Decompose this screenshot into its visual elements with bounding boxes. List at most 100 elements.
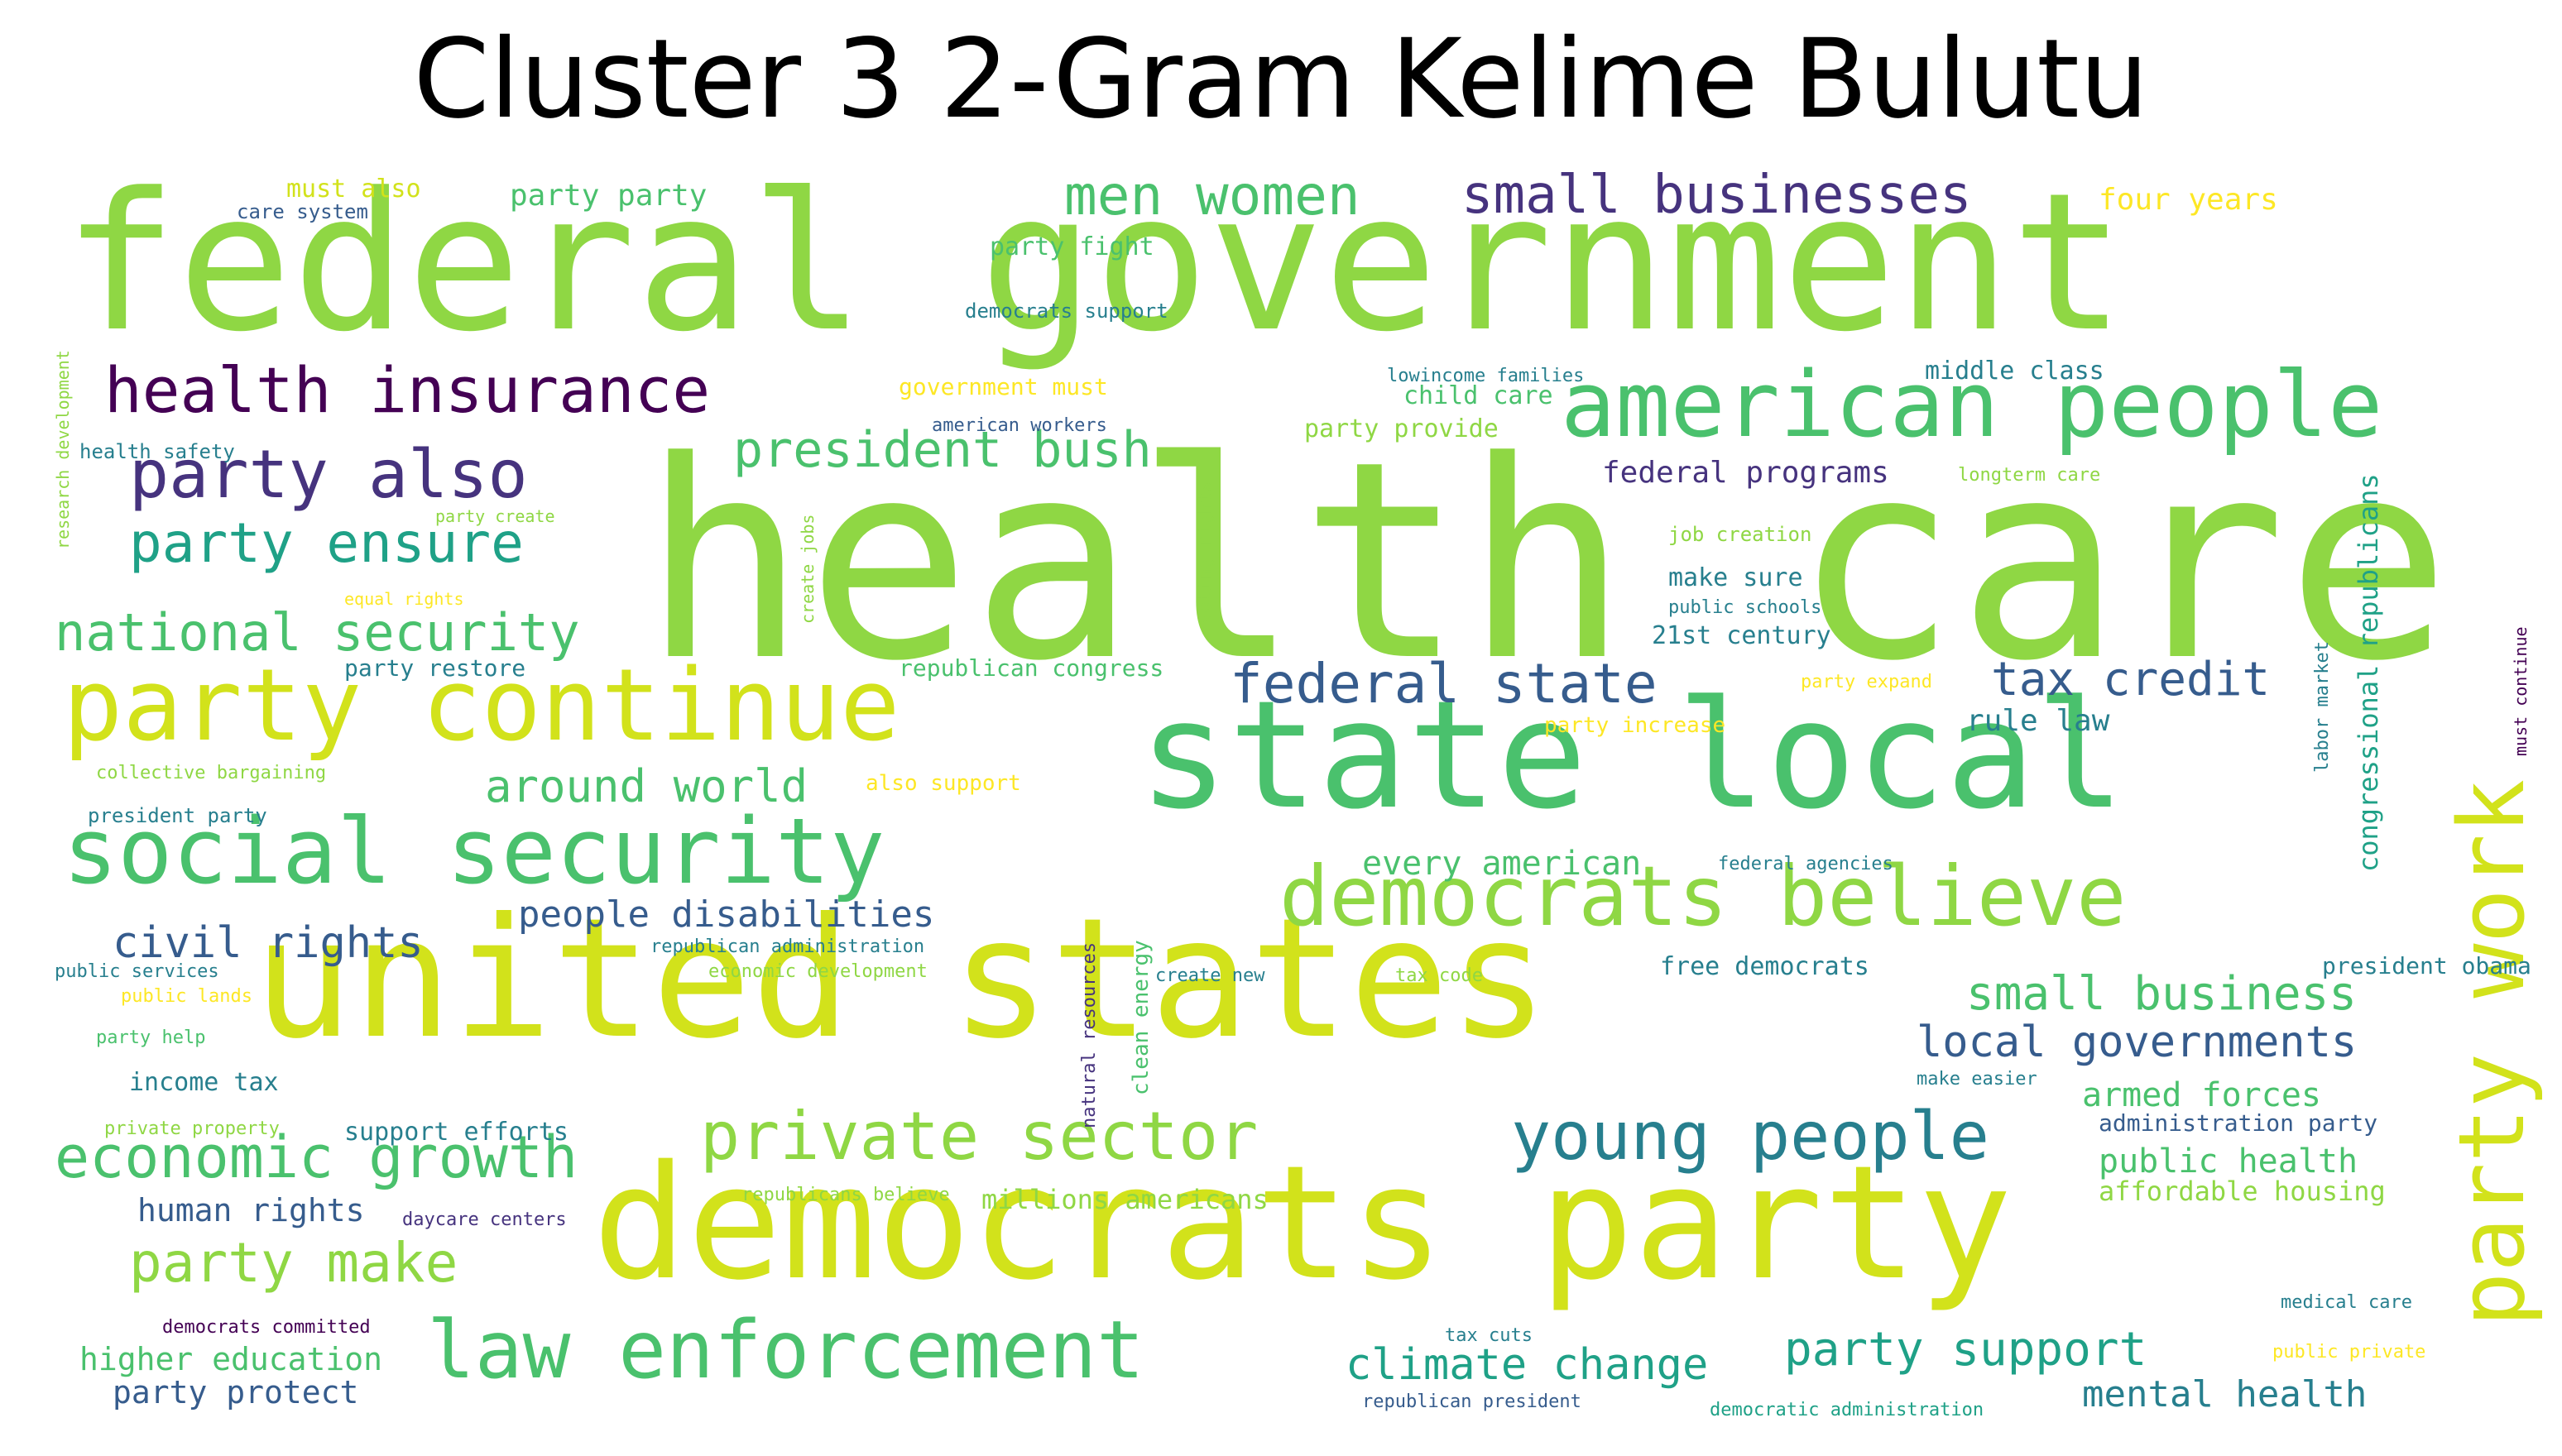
word-small-business: small business	[1966, 967, 2358, 1021]
word-men-women: men women	[1064, 164, 1360, 228]
word-party-provide: party provide	[1304, 414, 1499, 443]
word-party-expand: party expand	[1801, 672, 1932, 692]
word-democratic-administration: democratic administration	[1710, 1400, 1984, 1420]
word-small-businesses: small businesses	[1461, 165, 1972, 226]
word-voting-rights: voting rights	[1195, 481, 1216, 624]
word-mental-health: mental health	[2082, 1373, 2368, 1415]
word-human-rights: human rights	[137, 1192, 365, 1228]
word-support-efforts: support efforts	[344, 1118, 569, 1147]
word-united-states: united states	[253, 883, 1549, 1075]
word-medical-care: medical care	[2281, 1292, 2412, 1313]
word-21st-century: 21st century	[1652, 621, 1831, 650]
word-national-security: national security	[55, 602, 580, 663]
word-armed-forces: armed forces	[2082, 1076, 2321, 1114]
word-labor-market: labor market	[2312, 641, 2333, 773]
word-congressional-republicans: congressional republicans	[2353, 473, 2384, 872]
word-republican-president: republican president	[1362, 1391, 1581, 1412]
word-american-workers: american workers	[932, 415, 1107, 436]
word-create-jobs: create jobs	[798, 514, 818, 624]
word-child-care: child care	[1403, 381, 1553, 410]
word-party-also: party also	[129, 436, 528, 513]
word-federal-agencies: federal agencies	[1718, 854, 1893, 874]
word-party-fight: party fight	[990, 232, 1154, 261]
word-public-services: public services	[55, 961, 219, 982]
word-daycare-centers: daycare centers	[402, 1209, 567, 1230]
word-public-lands: public lands	[121, 986, 252, 1007]
word-american-people: american people	[1561, 352, 2383, 457]
word-federal-state: federal state	[1230, 652, 1658, 716]
word-law-enforcement: law enforcement	[427, 1304, 1144, 1396]
word-president-obama: president obama	[2322, 952, 2531, 979]
word-must-continue: must continue	[2511, 626, 2531, 756]
word-party-support: party support	[1784, 1323, 2147, 1377]
word-democrats-committed: democrats committed	[162, 1317, 371, 1338]
word-health-insurance: health insurance	[104, 353, 711, 427]
word-president-party: president party	[88, 804, 267, 827]
word-private-sector: private sector	[700, 1098, 1259, 1175]
word-party-create: party create	[435, 506, 555, 526]
word-four-years: four years	[2099, 183, 2278, 217]
word-equal-rights: equal rights	[344, 589, 464, 609]
word-democrats-party: democrats party	[593, 1132, 2013, 1315]
word-party-ensure: party ensure	[129, 511, 524, 575]
word-young-people: young people	[1511, 1098, 1989, 1175]
word-rule-law: rule law	[1966, 704, 2110, 738]
word-health-care: health care	[642, 403, 2451, 721]
word-administration-party: administration party	[2099, 1109, 2378, 1137]
chart-title: Cluster 3 2-Gram Kelime Bulutu	[413, 16, 2149, 143]
word-republicans-believe: republicans believe	[741, 1185, 950, 1205]
word-republican-administration: republican administration	[650, 936, 925, 957]
word-private-property: private property	[104, 1118, 280, 1139]
word-create-new: create new	[1155, 965, 1265, 986]
word-party-party: party party	[510, 179, 708, 213]
word-public-health: public health	[2099, 1142, 2358, 1181]
word-civil-rights: civil rights	[113, 918, 424, 968]
word-income-tax: income tax	[129, 1068, 279, 1097]
word-local-governments: local governments	[1917, 1018, 2358, 1067]
word-tax-code: tax code	[1395, 965, 1483, 986]
word-state-local: state local	[1139, 669, 2126, 842]
word-care-system: care system	[237, 200, 368, 223]
word-job-creation: job creation	[1668, 523, 1812, 546]
word-tax-cuts: tax cuts	[1445, 1325, 1533, 1346]
word-cloud: federal government health care united stat…	[46, 164, 2545, 1420]
word-party-work: party work	[2439, 778, 2545, 1327]
word-public-private: public private	[2272, 1342, 2426, 1363]
word-lowincome-families: lowincome families	[1387, 366, 1585, 386]
word-climate-change: climate change	[1346, 1340, 1709, 1390]
word-middle-class: middle class	[1925, 357, 2104, 386]
word-tax-credit: tax credit	[1991, 653, 2271, 706]
word-economic-growth: economic growth	[55, 1123, 578, 1191]
word-people-disabilities: people disabilities	[518, 893, 935, 936]
word-also-support: also support	[866, 771, 1021, 796]
word-party-restore: party restore	[344, 654, 526, 682]
word-higher-education: higher education	[79, 1341, 383, 1377]
word-democrats-believe: democrats believe	[1279, 848, 2127, 945]
word-around-world: around world	[485, 760, 808, 812]
word-democrats-support: democrats support	[965, 299, 1168, 323]
word-party-protect: party protect	[113, 1374, 359, 1410]
word-must-also: must also	[286, 175, 421, 204]
word-longterm-care: longterm care	[1958, 465, 2101, 486]
word-republican-congress: republican congress	[899, 654, 1164, 682]
word-research-development: research development	[53, 350, 73, 549]
word-federal-programs: federal programs	[1602, 456, 1889, 490]
word-natural-resources: natural resources	[1079, 941, 1100, 1128]
word-affordable-housing: affordable housing	[2099, 1176, 2386, 1207]
word-health-safety: health safety	[79, 440, 235, 463]
word-party-make: party make	[129, 1231, 458, 1295]
word-every-american: every american	[1362, 845, 1642, 883]
word-economic-development: economic development	[708, 961, 928, 982]
word-make-sure: make sure	[1668, 563, 1803, 592]
word-free-democrats: free democrats	[1660, 952, 1869, 981]
word-public-schools: public schools	[1668, 597, 1822, 618]
word-party-help: party help	[96, 1027, 206, 1048]
word-make-easier: make easier	[1917, 1069, 2037, 1090]
word-president-bush: president bush	[733, 421, 1152, 479]
word-government-must: government must	[899, 373, 1108, 400]
word-social-security: social security	[63, 798, 885, 904]
word-clean-energy: clean energy	[1129, 940, 1154, 1095]
word-party-continue: party continue	[63, 649, 900, 764]
word-collective-bargaining: collective bargaining	[96, 763, 327, 783]
word-party-increase: party increase	[1544, 713, 1726, 738]
